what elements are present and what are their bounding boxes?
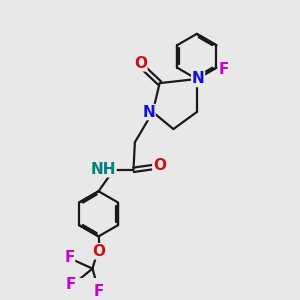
Text: O: O bbox=[153, 158, 166, 173]
Text: F: F bbox=[66, 277, 76, 292]
Text: N: N bbox=[142, 104, 155, 119]
Text: NH: NH bbox=[91, 162, 116, 177]
Text: F: F bbox=[94, 284, 104, 299]
Text: O: O bbox=[134, 56, 147, 71]
Text: N: N bbox=[192, 71, 205, 86]
Text: F: F bbox=[64, 250, 75, 265]
Text: F: F bbox=[219, 61, 229, 76]
Text: O: O bbox=[92, 244, 105, 259]
